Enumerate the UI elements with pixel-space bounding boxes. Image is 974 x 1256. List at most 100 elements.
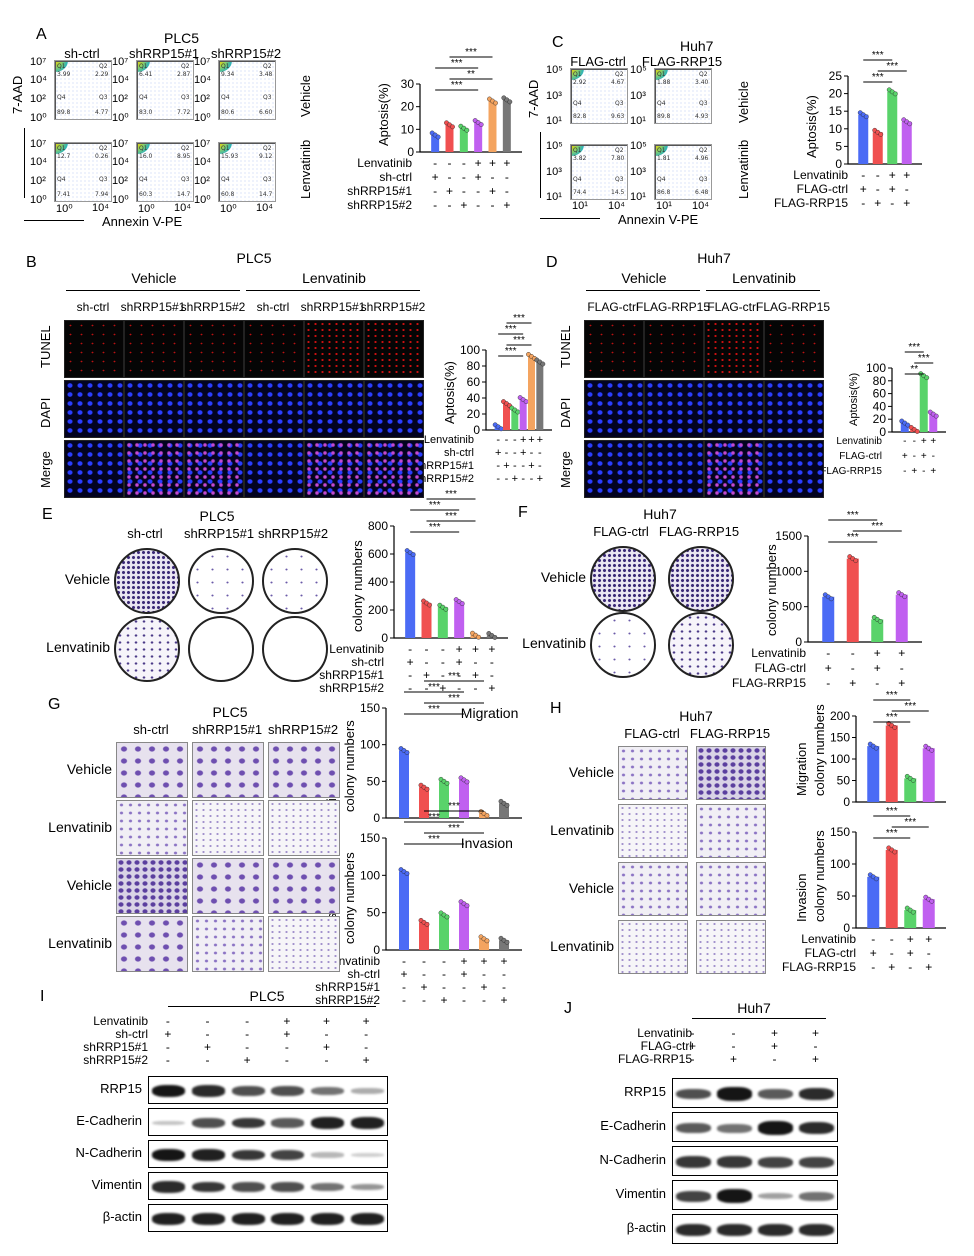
bar [499, 940, 509, 950]
y-axis-label: Aptosis(%) [848, 372, 860, 426]
blot-label: RRP15 [624, 1084, 666, 1099]
condition-sign: - [433, 156, 438, 170]
data-point [484, 813, 490, 819]
xtick-label: 10⁰ [138, 203, 155, 215]
bar [445, 124, 454, 152]
condition-sign: - [440, 655, 445, 669]
blot-band [799, 1156, 834, 1168]
bar [900, 423, 909, 432]
blot-band [717, 1189, 752, 1203]
quadrant-label: Q2 [699, 71, 708, 78]
bar-chart-H-mig: 0 50 100 150 200 *** *** *** [830, 690, 946, 809]
condition-sign: - [521, 460, 525, 472]
blot-strip [148, 1140, 388, 1168]
quadrant-label: Q4 [57, 94, 66, 101]
quadrant-label: Q4 [657, 100, 666, 107]
ytick-label: 10⁰ [194, 194, 211, 207]
bar [503, 403, 510, 430]
ytick-label: 30 [401, 77, 415, 91]
condition-sign: - [364, 1040, 369, 1054]
condition-sign: + [474, 156, 482, 170]
quadrant-label: Q3 [615, 176, 624, 183]
data-point [484, 938, 490, 944]
significance-label: *** [886, 806, 898, 817]
condition-sign: - [875, 168, 880, 182]
significance-label: *** [505, 346, 517, 357]
flow-plot: Q1 12.7 Q2 0.26 Q4 7.41 Q3 7.94 [54, 142, 112, 202]
ytick-label: 10 [401, 122, 415, 136]
flow-gate-horizontal [655, 145, 711, 146]
quadrant-label: Q4 [139, 94, 148, 101]
ytick-label: 15 [829, 104, 843, 118]
condition-sign: - [490, 170, 495, 184]
condition-sign: - [926, 946, 931, 960]
condition-label: sh-ctrl [115, 1027, 148, 1041]
chart-title: Invasion [461, 835, 513, 851]
condition-sign: - [512, 447, 517, 459]
blot-strip [672, 1146, 838, 1176]
ytick-label: 10² [30, 92, 46, 105]
condition-sign: - [502, 967, 506, 981]
flow-gate-horizontal [55, 61, 111, 62]
flow-population [571, 145, 584, 156]
condition-sign: + [406, 655, 414, 669]
transwell-image [618, 920, 688, 974]
condition-label: shRRP15#2 [319, 681, 384, 695]
panel-title-B: PLC5 [236, 250, 272, 266]
ytick-label: 10⁰ [194, 112, 211, 125]
ytick-label: 20 [829, 87, 843, 101]
flow-plot: Q1 15.93 Q2 9.12 Q4 60.8 Q3 14.7 [218, 142, 276, 202]
condition-sign: - [205, 1014, 210, 1028]
ytick-label: 0 [835, 157, 842, 171]
blot-band [758, 1121, 793, 1135]
condition-label: Lenvatinib [357, 156, 412, 170]
significance-label: *** [448, 801, 460, 812]
row-label: Lenvatinib [550, 822, 614, 838]
data-point [404, 871, 410, 876]
colony-dish [590, 612, 656, 678]
blot-label: β-actin [626, 1220, 666, 1235]
column-label: shRRP15#1 [191, 722, 263, 737]
condition-sign: + [925, 932, 933, 946]
condition-sign: + [488, 681, 496, 695]
significance-label: *** [429, 522, 441, 533]
ytick-label: 10¹ [546, 191, 562, 204]
blot-band [231, 1182, 265, 1192]
condition-sign: - [461, 170, 466, 184]
data-point [504, 802, 510, 808]
row-label: TUNEL [38, 325, 53, 368]
xtick-label: 10⁴ [692, 200, 709, 212]
flow-gate-vertical [55, 143, 56, 201]
quadrant-value: 83.0 [139, 109, 153, 116]
blot-band [758, 1156, 793, 1168]
column-label: shRRP15#1 [128, 46, 200, 61]
blot-label: E-Cadherin [76, 1113, 142, 1128]
condition-sign: + [888, 182, 896, 196]
quadrant-label: Q4 [221, 176, 230, 183]
significance-label: *** [918, 353, 930, 364]
condition-sign: + [536, 473, 544, 485]
quadrant-label: Q3 [263, 176, 272, 183]
ytick-label: 10⁷ [112, 56, 129, 68]
condition-sign: + [906, 946, 914, 960]
condition-label: FLAG-RRP15 [617, 1052, 692, 1066]
flow-dots [219, 61, 275, 119]
transwell-image [268, 916, 340, 972]
quadrant-value: 86.8 [657, 189, 671, 196]
transwell-image [116, 858, 188, 914]
blot-band [191, 1181, 226, 1193]
flow-plot: Q1 6.41 Q2 2.87 Q4 83.0 Q3 7.72 [136, 60, 194, 120]
xtick-label: 10¹ [656, 200, 672, 212]
blot-band [676, 1223, 711, 1237]
condition-sign: - [245, 1040, 250, 1054]
y-axis-label: colony numbers [342, 720, 357, 812]
ytick-label: 10⁴ [112, 74, 129, 87]
condition-sign: + [362, 1053, 370, 1067]
condition-sign: + [925, 960, 933, 974]
group-label: Vehicle [621, 270, 667, 286]
significance-label: *** [904, 817, 916, 828]
colony-dish [590, 546, 656, 612]
condition-sign: + [439, 681, 447, 695]
transwell-image [192, 800, 264, 856]
